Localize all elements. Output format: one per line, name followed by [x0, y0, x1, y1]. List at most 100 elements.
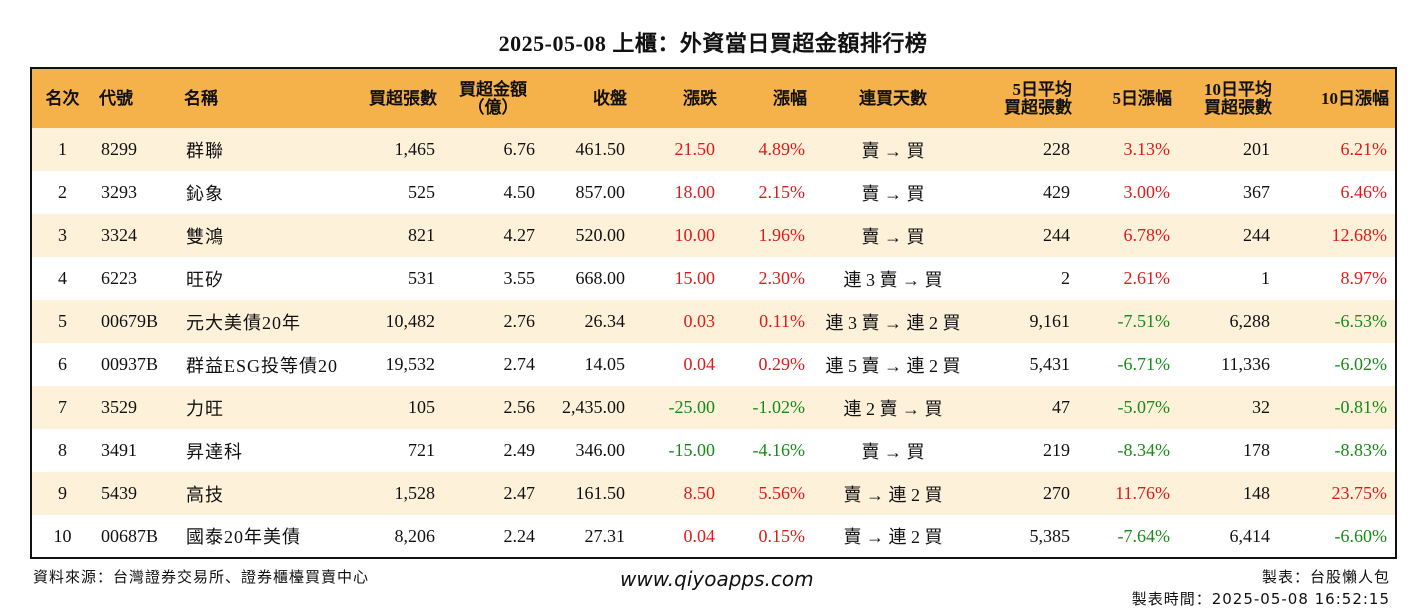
cell-avg5: 270 — [1043, 483, 1070, 503]
cell-avg5: 244 — [1043, 225, 1070, 245]
cell-rank: 7 — [58, 397, 67, 417]
header-avg5: 5日平均 買超張數 — [973, 68, 1078, 128]
cell-amount: 3.55 — [503, 268, 536, 288]
header-close: 收盤 — [593, 88, 627, 108]
cell-code: 6223 — [101, 268, 137, 288]
cell-streak: 賣 → 買 — [861, 226, 925, 247]
cell-avg5: 9,161 — [1029, 311, 1071, 331]
cell-chg10: -6.02% — [1334, 354, 1388, 374]
cell-chg10: 23.75% — [1331, 483, 1388, 503]
cell-code: 00937B — [101, 354, 159, 374]
cell-pct: 1.96% — [758, 225, 806, 245]
cell-chg5: 11.76% — [1115, 483, 1170, 503]
cell-name: 元大美債20年 — [186, 312, 301, 333]
cell-close: 2,435.00 — [562, 397, 625, 417]
cell-avg10: 367 — [1243, 182, 1270, 202]
cell-name: 群聯 — [186, 140, 224, 161]
cell-rank: 4 — [58, 268, 67, 288]
cell-name: 力旺 — [186, 398, 224, 419]
cell-pct: 0.11% — [759, 311, 805, 331]
header-avg5-line2: 買超張數 — [1004, 97, 1072, 117]
cell-avg5: 429 — [1043, 182, 1070, 202]
header-avg10-line2: 買超張數 — [1204, 97, 1272, 117]
table-row: 10 00687B 國泰20年美債 8,206 2.24 27.31 0.04 0.15% 賣 … — [31, 515, 1396, 558]
cell-avg10: 244 — [1243, 225, 1270, 245]
cell-lots: 8,206 — [394, 525, 436, 546]
cell-close: 857.00 — [575, 182, 626, 202]
cell-pct: -4.16% — [752, 440, 806, 460]
cell-change: -15.00 — [668, 440, 716, 460]
cell-pct: 0.15% — [758, 525, 806, 546]
cell-code: 5439 — [101, 483, 137, 503]
data-source: 資料來源：台灣證券交易所、證券櫃檯買賣中心 — [33, 568, 370, 586]
cell-close: 461.50 — [575, 139, 626, 159]
cell-avg10: 11,336 — [1221, 354, 1270, 374]
cell-change: 21.50 — [674, 139, 716, 159]
cell-lots: 10,482 — [385, 311, 436, 331]
cell-chg5: 6.78% — [1123, 225, 1171, 245]
cell-avg5: 5,385 — [1029, 525, 1071, 546]
cell-close: 520.00 — [575, 225, 626, 245]
cell-streak: 賣 → 買 — [861, 140, 925, 161]
cell-code: 3529 — [101, 397, 137, 417]
cell-pct: 2.15% — [758, 182, 806, 202]
cell-chg5: -7.64% — [1117, 525, 1171, 546]
table-row: 2 3293 鈊象 525 4.50 857.00 18.00 2.15% 賣 → 買 429 3.… — [31, 171, 1396, 214]
cell-pct: 4.89% — [758, 139, 806, 159]
cell-amount: 2.24 — [503, 525, 536, 546]
cell-avg10: 201 — [1243, 139, 1270, 159]
cell-close: 27.31 — [584, 525, 626, 546]
cell-change: 18.00 — [674, 182, 716, 202]
cell-amount: 2.74 — [503, 354, 536, 374]
cell-change: 0.04 — [683, 525, 716, 546]
table-row: 8 3491 昇達科 721 2.49 346.00 -15.00 -4.16% 賣 → 買 21… — [31, 429, 1396, 472]
header-change: 漲跌 — [683, 88, 717, 108]
cell-avg5: 47 — [1052, 397, 1070, 417]
cell-name: 國泰20年美債 — [186, 527, 301, 547]
ranking-table: 名次 代號 名稱 買超張數 買超金額 （億） 收盤 漲跌 漲幅 連買天數 5日平均… — [30, 67, 1397, 559]
cell-name: 群益ESG投等債20 — [186, 355, 339, 376]
cell-amount: 2.76 — [503, 311, 536, 331]
cell-lots: 1,528 — [394, 483, 436, 503]
cell-change: 10.00 — [674, 225, 716, 245]
header-name: 名稱 — [184, 88, 218, 108]
cell-avg10: 178 — [1243, 440, 1270, 460]
cell-code: 3491 — [101, 440, 137, 460]
cell-pct: 0.29% — [758, 354, 806, 374]
header-streak: 連買天數 — [859, 88, 927, 108]
header-avg10: 10日平均 買超張數 — [1178, 68, 1278, 128]
cell-chg10: -6.60% — [1334, 525, 1388, 546]
cell-amount: 6.76 — [503, 139, 536, 159]
cell-lots: 1,465 — [394, 139, 436, 159]
cell-lots: 525 — [408, 182, 435, 202]
table-row: 1 8299 群聯 1,465 6.76 461.50 21.50 4.89% 賣 → 買 228… — [31, 128, 1396, 171]
cell-pct: -1.02% — [752, 397, 806, 417]
cell-avg10: 1 — [1261, 268, 1270, 288]
cell-change: -25.00 — [668, 397, 716, 417]
author-label: 製表：台股懶人包 — [1261, 568, 1390, 586]
cell-chg10: 6.46% — [1340, 182, 1388, 202]
cell-streak: 賣 → 買 — [861, 441, 925, 462]
cell-streak: 連 2 賣 → 買 — [843, 398, 943, 419]
header-avg5-line1: 5日平均 — [1012, 79, 1073, 99]
header-chg5: 5日漲幅 — [1112, 88, 1173, 108]
cell-name: 雙鴻 — [186, 226, 224, 247]
cell-amount: 4.50 — [503, 182, 536, 202]
website-link[interactable]: www.qiyoapps.com — [620, 567, 814, 591]
cell-rank: 10 — [53, 525, 72, 546]
cell-chg5: -6.71% — [1117, 354, 1171, 374]
cell-lots: 821 — [408, 225, 435, 245]
table-header-row: 名次 代號 名稱 買超張數 買超金額 （億） 收盤 漲跌 漲幅 連買天數 5日平均… — [31, 68, 1396, 128]
cell-streak: 連 3 賣 → 買 — [843, 269, 943, 290]
cell-chg10: -8.83% — [1334, 440, 1388, 460]
cell-pct: 5.56% — [758, 483, 806, 503]
cell-close: 668.00 — [575, 268, 626, 288]
cell-close: 14.05 — [584, 354, 626, 374]
table-row: 6 00937B 群益ESG投等債20 19,532 2.74 14.05 0.04 0.29… — [31, 343, 1396, 386]
cell-lots: 531 — [408, 268, 435, 288]
header-avg10-line1: 10日平均 — [1204, 79, 1272, 99]
cell-change: 0.03 — [683, 311, 716, 331]
cell-streak: 連 3 賣 → 連 2 買 — [825, 312, 961, 333]
cell-lots: 721 — [408, 440, 435, 460]
cell-lots: 105 — [408, 397, 435, 417]
